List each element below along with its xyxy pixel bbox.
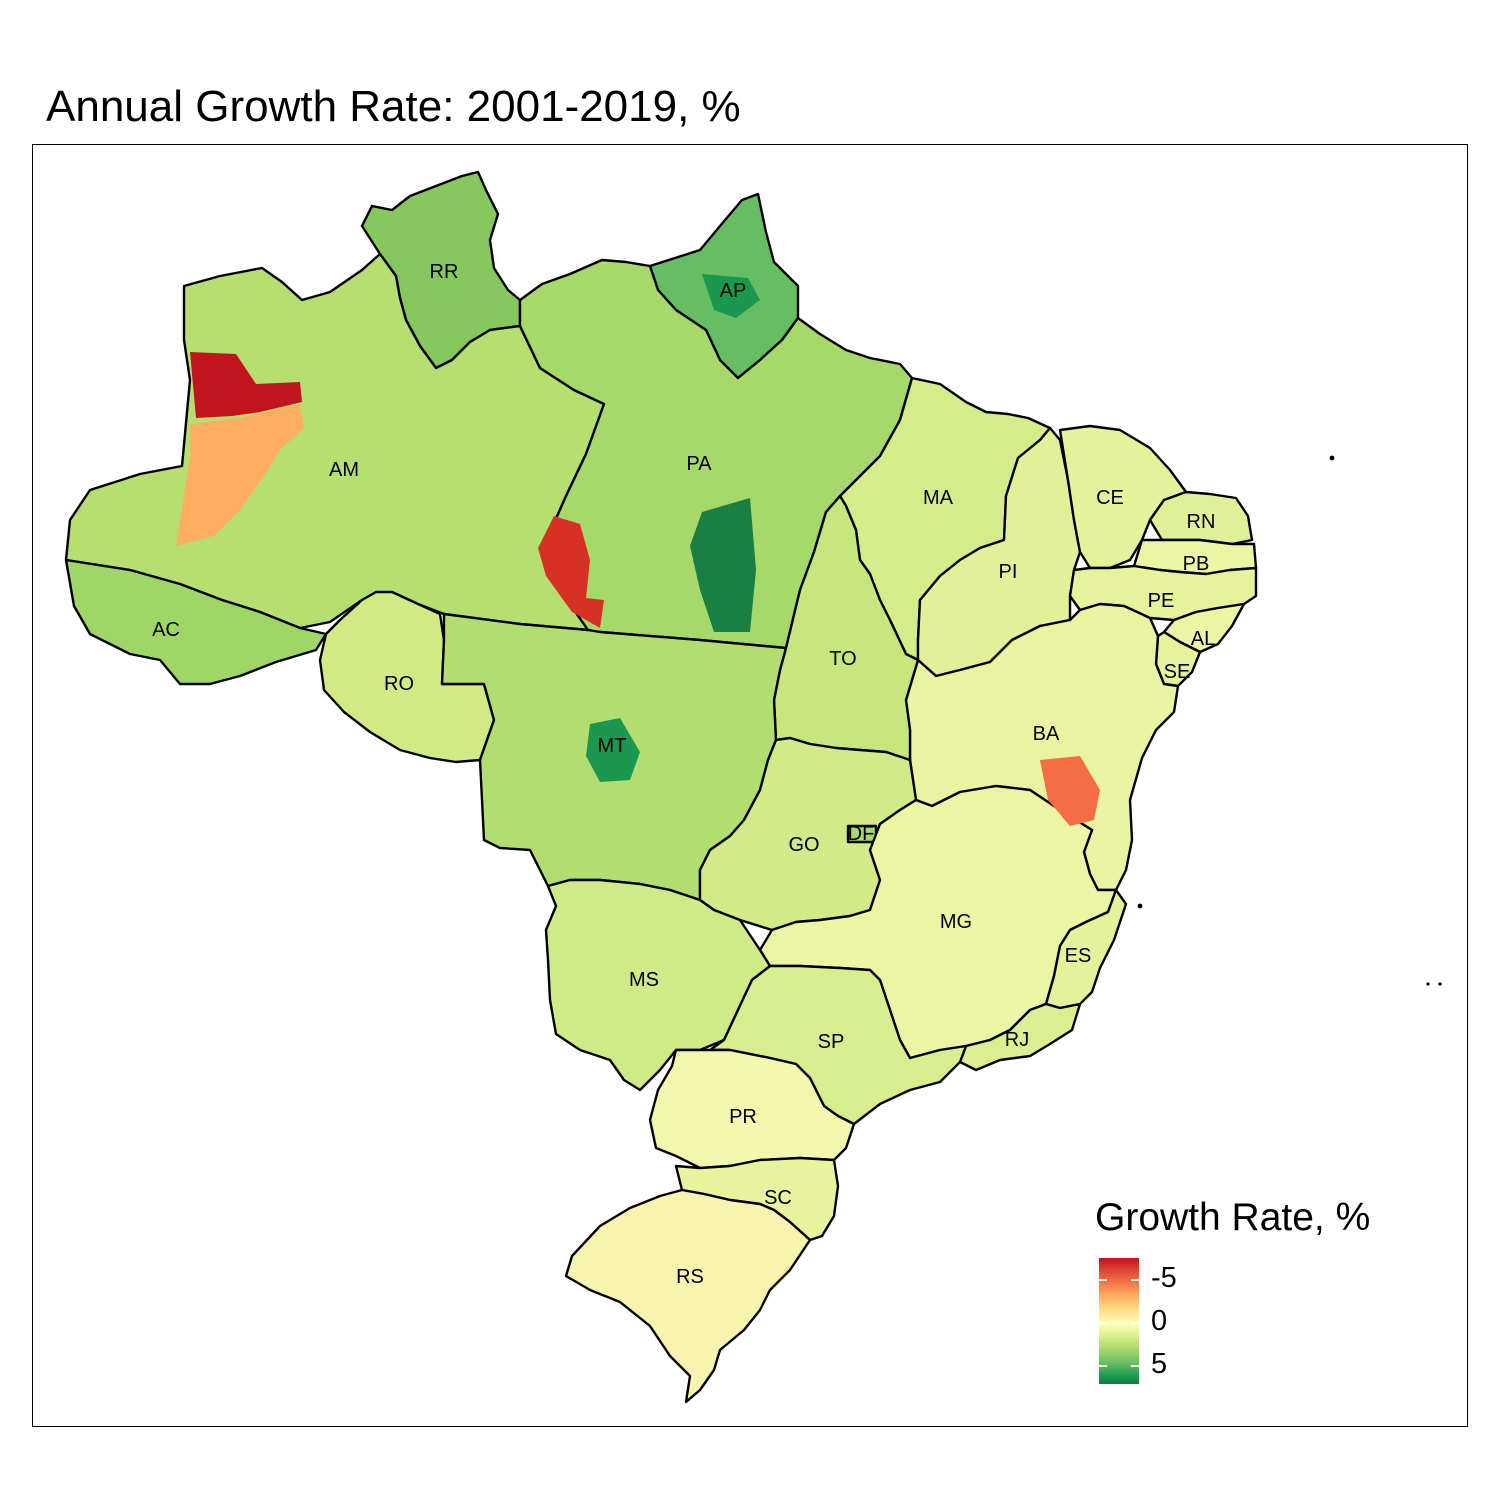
legend-tickmark [1131,1322,1139,1324]
label-ES: ES [1065,945,1092,967]
state-RJ[interactable] [958,1002,1082,1072]
legend-tick-label: 0 [1151,1305,1168,1337]
label-AM: AM [329,459,359,481]
label-AP: AP [720,280,747,302]
hotspot-ba-orange [1040,756,1100,826]
state-AC[interactable] [64,558,328,686]
legend-tickmark [1099,1365,1107,1367]
label-SE: SE [1164,661,1191,683]
legend-tickmark [1099,1279,1107,1281]
label-DF: DF [848,823,875,845]
label-BA: BA [1033,723,1060,745]
label-RN: RN [1187,511,1216,533]
hotspot-layer [176,274,1100,826]
label-RS: RS [676,1266,704,1288]
label-PA: PA [686,453,712,475]
chart-title: Annual Growth Rate: 2001-2019, % [46,82,741,131]
label-PB: PB [1183,553,1210,575]
island-dot [1137,903,1143,909]
label-RR: RR [430,261,459,283]
hotspot-mt-green [586,718,640,782]
legend-tickmark [1131,1365,1139,1367]
legend-tick-label: -5 [1151,1262,1177,1294]
island-dot [1426,982,1430,986]
label-RJ: RJ [1005,1029,1029,1051]
label-AC: AC [152,619,180,641]
label-PI: PI [999,561,1018,583]
hotspot-ap-green [702,274,760,318]
label-GO: GO [788,834,819,856]
label-AL: AL [1191,628,1215,650]
legend-tick-label: 5 [1151,1348,1168,1380]
label-MA: MA [923,487,954,509]
state-RS[interactable] [564,1188,812,1404]
legend-tickmark [1099,1322,1107,1324]
legend-title: Growth Rate, % [1095,1196,1371,1239]
label-PE: PE [1148,590,1175,612]
legend-tickmark [1131,1279,1139,1281]
island-dot [1329,455,1335,461]
hotspot-am-orange [176,404,304,546]
label-PR: PR [729,1106,757,1128]
label-SP: SP [818,1031,845,1053]
label-SC: SC [764,1187,792,1209]
state-labels: RR AP AM PA MA CE RN PB PE PI AL SE AC R… [152,261,1215,1288]
label-CE: CE [1096,487,1124,509]
label-MT: MT [598,735,627,757]
state-MS[interactable] [544,878,772,1092]
state-CE[interactable] [1058,424,1188,570]
hotspot-pa-red [538,516,604,628]
label-MS: MS [629,969,659,991]
island-dot [1438,982,1442,986]
hotspot-pa-darkgreen [690,498,756,632]
label-TO: TO [829,648,856,670]
hotspot-am-west [190,352,302,418]
state-ES[interactable] [1044,888,1128,1010]
map-panel [32,144,1468,1427]
islands [1137,455,1442,986]
label-RO: RO [384,673,414,695]
label-MG: MG [940,911,972,933]
